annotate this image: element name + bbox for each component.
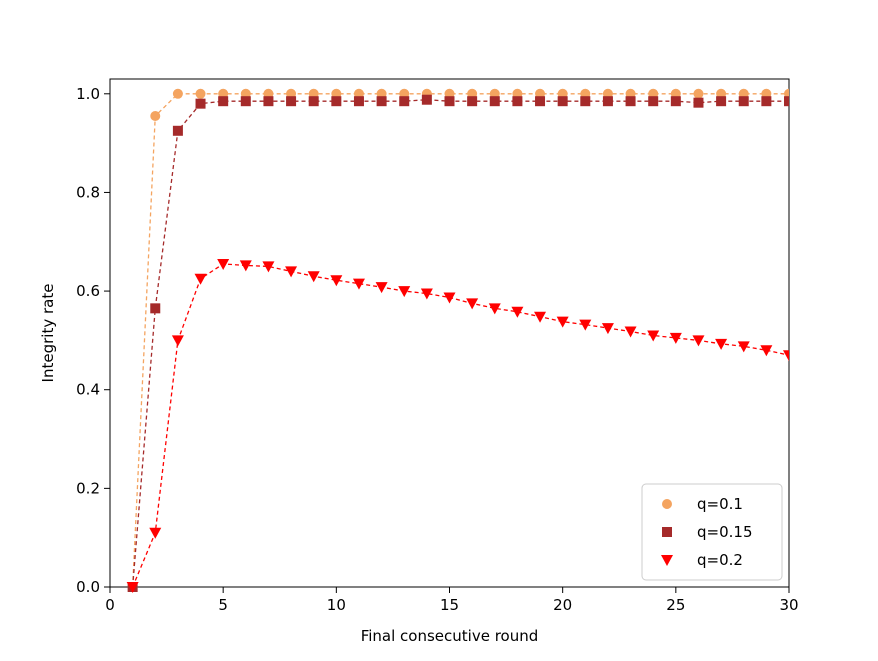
data-point (286, 96, 297, 107)
x-tick-label: 5 (218, 596, 228, 614)
data-point (716, 96, 727, 107)
data-point (195, 98, 206, 109)
data-point (670, 96, 681, 107)
y-tick-label: 0.8 (76, 183, 100, 201)
y-tick-label: 0.4 (76, 381, 100, 399)
legend-marker (662, 527, 672, 537)
data-point (784, 96, 789, 107)
data-point (353, 96, 364, 107)
data-point (512, 96, 523, 107)
data-point (398, 286, 411, 298)
legend: q=0.1 q=0.15 q=0.2 (641, 483, 783, 581)
data-point (648, 96, 659, 107)
legend-label: q=0.1 (697, 495, 743, 513)
data-point (488, 303, 501, 315)
data-point (579, 319, 592, 331)
data-point (443, 292, 456, 304)
data-point (534, 311, 547, 323)
data-point (783, 350, 789, 362)
data-point (330, 275, 343, 287)
data-point (217, 258, 230, 270)
data-point (467, 96, 478, 107)
data-point (625, 96, 636, 107)
y-tick-label: 1.0 (76, 85, 100, 103)
x-axis-title: Final consecutive round (361, 627, 539, 645)
data-point (489, 96, 500, 107)
data-point (172, 88, 183, 99)
legend-label: q=0.2 (697, 551, 743, 569)
data-point (737, 341, 750, 353)
data-point (376, 96, 387, 107)
data-point (692, 335, 705, 347)
series-layer (126, 88, 789, 593)
data-point (239, 260, 252, 272)
data-point (602, 96, 613, 107)
data-point (307, 271, 320, 283)
x-tick-label: 25 (666, 596, 685, 614)
data-point (557, 96, 568, 107)
y-tick-label: 0.6 (76, 282, 100, 300)
x-tick-label: 10 (327, 596, 346, 614)
data-point (535, 96, 546, 107)
data-point (738, 96, 749, 107)
data-point (399, 96, 410, 107)
data-point (331, 96, 342, 107)
data-point (466, 298, 479, 310)
data-point (150, 303, 161, 314)
data-point (647, 330, 660, 342)
y-axis-title: Integrity rate (39, 284, 57, 383)
x-tick-label: 0 (105, 596, 115, 614)
legend-box (641, 483, 783, 581)
x-tick-label: 30 (779, 596, 798, 614)
series-line (132, 263, 789, 588)
x-tick-label: 15 (440, 596, 459, 614)
y-tick-label: 0.2 (76, 479, 100, 497)
y-axis-ticks: 0.0 0.2 0.4 0.6 0.8 1.0 (76, 85, 110, 596)
x-tick-label: 20 (553, 596, 572, 614)
data-point (761, 96, 772, 107)
x-axis-ticks: 0 5 10 15 20 25 30 (105, 587, 799, 614)
data-point (195, 88, 206, 99)
data-point (760, 345, 773, 357)
data-point (511, 306, 524, 318)
data-point (715, 338, 728, 350)
data-point (444, 96, 455, 107)
data-point (420, 288, 433, 300)
data-point (352, 278, 365, 290)
data-point (150, 110, 161, 121)
data-point (669, 332, 682, 344)
data-point (171, 335, 184, 347)
data-point (285, 266, 298, 278)
data-point (580, 96, 591, 107)
series-2 (127, 94, 789, 592)
y-tick-label: 0.0 (76, 578, 100, 596)
data-point (556, 316, 569, 328)
data-point (149, 527, 162, 539)
legend-marker (662, 499, 672, 509)
data-point (375, 282, 388, 294)
data-point (194, 273, 207, 285)
data-point (693, 97, 704, 108)
legend-marker (661, 555, 673, 566)
data-point (693, 88, 704, 99)
legend-label: q=0.15 (697, 523, 753, 541)
series-3 (126, 258, 789, 593)
data-point (126, 582, 139, 593)
data-point (308, 96, 319, 107)
data-point (240, 96, 251, 107)
data-point (172, 125, 183, 136)
data-point (601, 323, 614, 335)
data-point (624, 326, 637, 338)
data-point (218, 96, 229, 107)
data-point (263, 96, 274, 107)
data-point (262, 261, 275, 273)
data-point (421, 94, 432, 105)
